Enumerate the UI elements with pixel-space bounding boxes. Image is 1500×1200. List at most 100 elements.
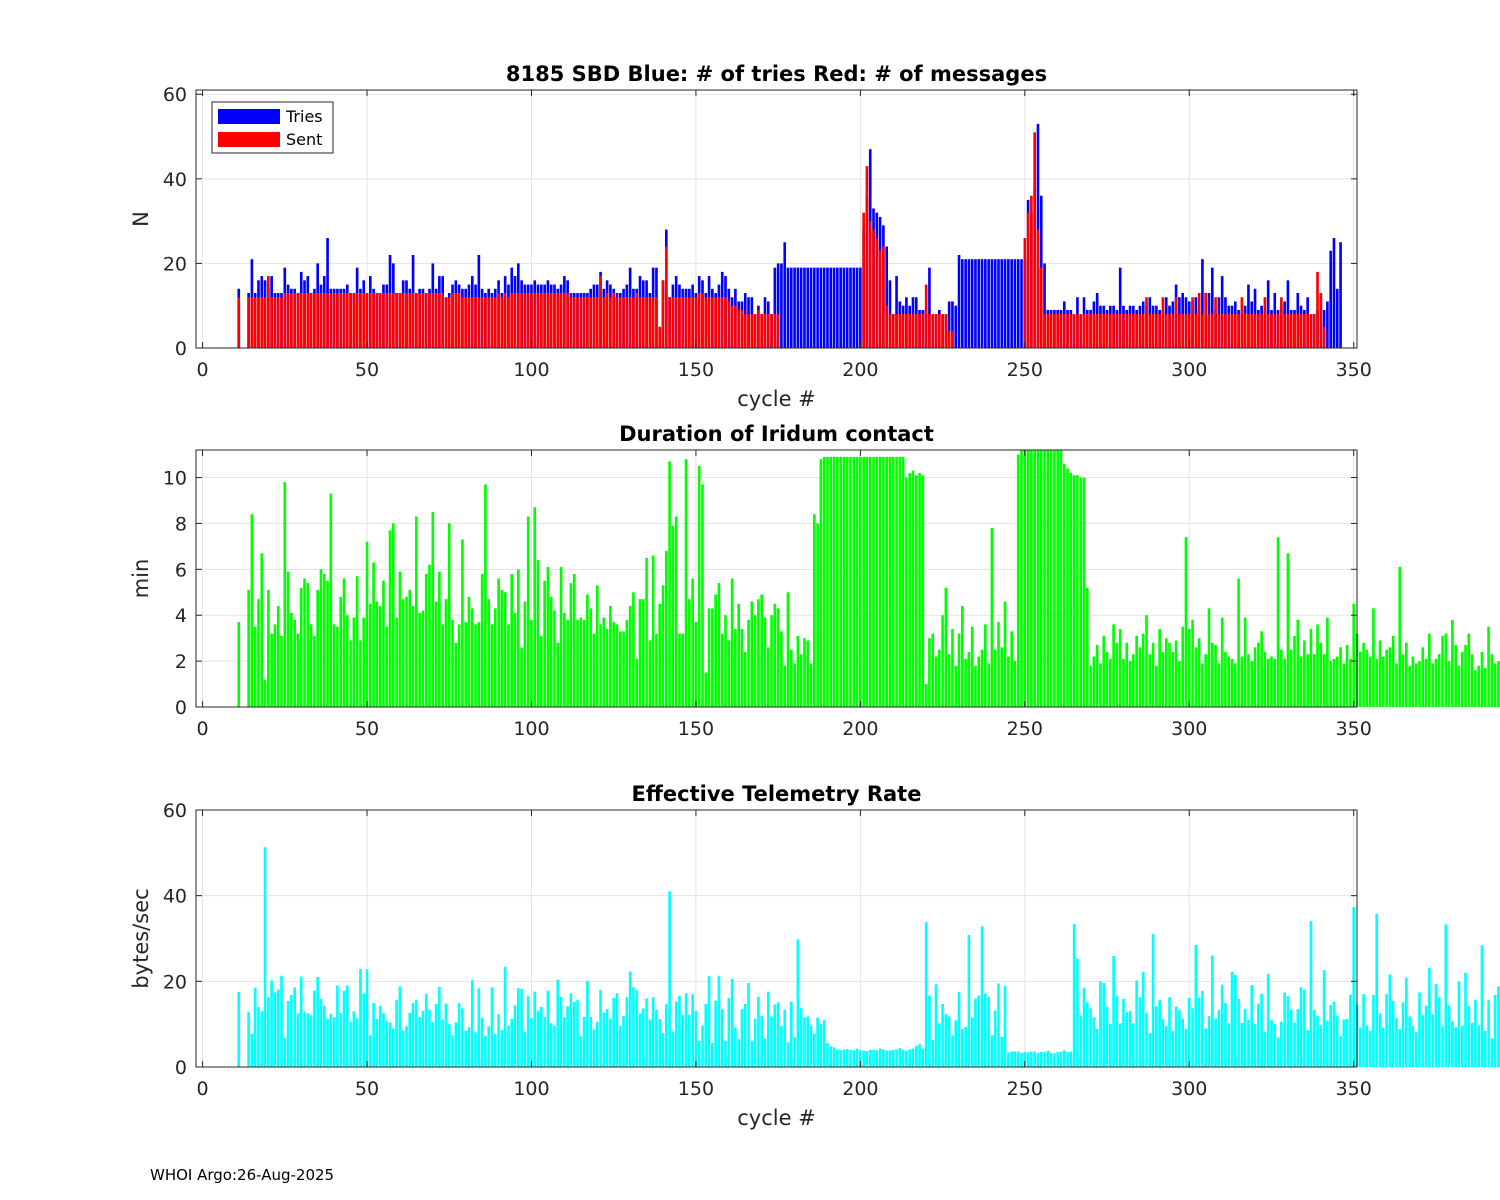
bar-tries	[984, 259, 987, 348]
bar-rate	[490, 987, 494, 1067]
axes-box	[195, 89, 1358, 349]
chart-title: Duration of Iridum contact	[619, 422, 934, 446]
bar-sent	[507, 297, 510, 348]
bar-sent	[661, 280, 665, 348]
x-tick-label: 250	[1007, 718, 1043, 740]
bar-duration	[1260, 631, 1263, 707]
bar-sent	[329, 293, 333, 348]
bar-duration	[329, 493, 333, 707]
bar-tries	[776, 263, 780, 348]
bar-sent	[339, 293, 343, 348]
bar-tries	[780, 263, 783, 348]
bar-sent	[878, 250, 882, 348]
y-tick-label: 40	[163, 886, 187, 908]
bar-sent	[520, 293, 523, 348]
bar-sent	[595, 297, 599, 348]
bar-duration	[1155, 665, 1158, 707]
bar-rate	[941, 1004, 944, 1067]
bar-rate	[415, 1000, 418, 1067]
bar-sent	[1316, 271, 1319, 348]
bar-duration	[724, 615, 727, 707]
x-tick-label: 100	[513, 359, 549, 381]
bar-sent	[316, 293, 320, 348]
bar-duration	[1043, 450, 1046, 707]
bar-rate	[329, 1013, 333, 1067]
bar-sent	[1109, 314, 1112, 348]
bar-duration	[734, 628, 737, 707]
bar-duration	[1062, 463, 1066, 707]
bar-rate	[1467, 1006, 1471, 1067]
bar-rate	[1309, 920, 1313, 1067]
bar-duration	[572, 573, 576, 707]
bar-sent	[398, 293, 402, 348]
bar-rate	[688, 1014, 691, 1067]
bar-duration	[497, 578, 500, 707]
bar-duration	[849, 456, 852, 707]
bar-sent	[365, 293, 369, 348]
bar-duration	[467, 596, 471, 707]
bar-sent	[322, 293, 326, 348]
bar-duration	[753, 615, 757, 707]
bar-rate	[556, 979, 560, 1067]
bar-duration	[618, 631, 622, 707]
bar-duration	[375, 601, 379, 707]
bar-duration	[1243, 617, 1247, 707]
bar-sent	[951, 331, 954, 348]
bar-duration	[1000, 647, 1004, 707]
bar-duration	[270, 633, 273, 707]
bar-duration	[1464, 645, 1467, 707]
bar-duration	[1092, 656, 1096, 707]
bar-rate	[602, 1012, 606, 1067]
bar-sent	[280, 297, 283, 348]
bar-rate	[493, 1034, 497, 1067]
bar-sent	[1293, 314, 1296, 348]
bar-rate	[1322, 970, 1326, 1067]
bar-rate	[487, 1026, 491, 1067]
bar-rate	[628, 971, 632, 1067]
bar-duration	[914, 475, 918, 707]
bar-rate	[319, 998, 323, 1067]
bar-rate	[757, 996, 760, 1067]
bar-sent	[605, 293, 609, 348]
bar-rate	[1326, 1020, 1329, 1067]
bar-sent	[668, 297, 671, 348]
bar-rate	[582, 1016, 586, 1067]
bar-sent	[411, 293, 415, 348]
x-tick-label: 0	[197, 718, 209, 740]
bar-rate	[947, 1016, 951, 1067]
bar-duration	[780, 631, 783, 707]
bar-rate	[924, 922, 928, 1067]
bar-duration	[1128, 661, 1132, 707]
bar-rate	[517, 988, 520, 1067]
bar-rate	[1381, 1027, 1385, 1067]
bar-rate	[720, 1009, 724, 1067]
bar-duration	[1187, 628, 1191, 707]
bar-rate	[651, 997, 655, 1067]
bar-duration	[1076, 475, 1079, 707]
bar-sent	[918, 314, 921, 348]
bar-sent	[313, 293, 316, 348]
bar-rate	[1247, 1019, 1250, 1067]
bar-duration	[1141, 633, 1145, 707]
bar-rate	[1112, 956, 1115, 1067]
bar-rate	[1191, 1008, 1194, 1067]
chart-panel-3: 0 50 100 150 200 250 300 350 0 20 40 60 Effective Te…	[129, 782, 1500, 1130]
bar-sent	[388, 293, 392, 348]
bar-duration	[681, 633, 685, 707]
bar-duration	[1487, 626, 1490, 707]
bar-sent	[276, 297, 280, 348]
bar-duration	[546, 567, 550, 707]
bar-rate	[563, 1017, 566, 1067]
bar-rate	[1174, 1006, 1178, 1067]
bar-duration	[595, 585, 599, 707]
bar-duration	[1349, 658, 1352, 707]
bar-sent	[392, 293, 395, 348]
bar-duration	[543, 580, 546, 707]
bar-tries	[1000, 259, 1004, 348]
bar-rate	[1237, 998, 1240, 1067]
bar-duration	[934, 656, 938, 707]
bar-sent	[586, 297, 589, 348]
bar-sent	[487, 297, 491, 348]
bar-duration	[510, 573, 514, 707]
bar-sent	[1204, 293, 1208, 348]
